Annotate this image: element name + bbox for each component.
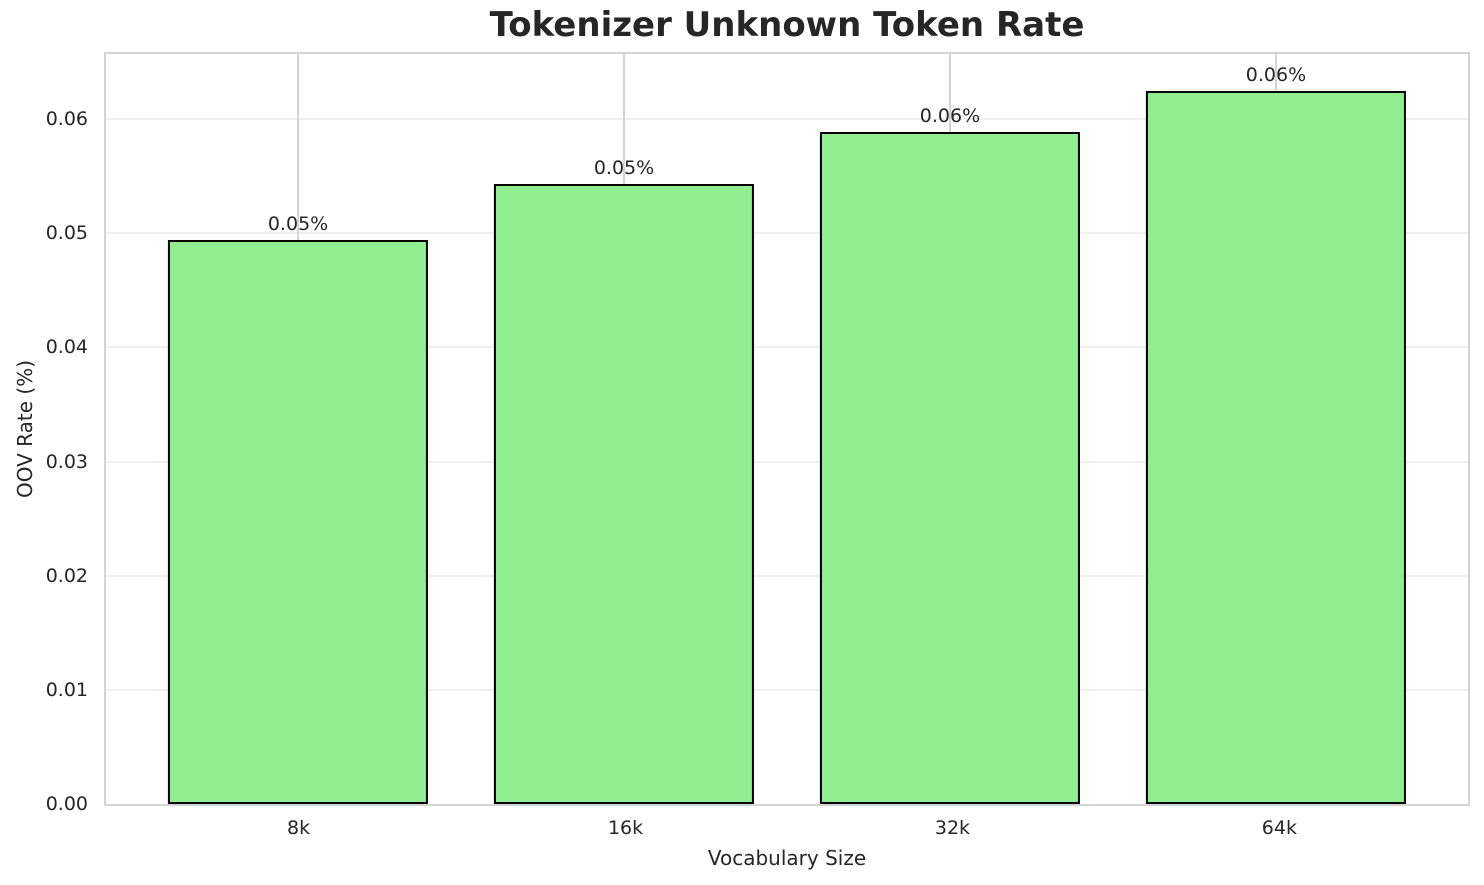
x-axis-label: Vocabulary Size <box>707 846 867 870</box>
y-axis-label: OOV Rate (%) <box>13 360 37 498</box>
bar-value-label: 0.05% <box>267 213 329 236</box>
bar-value-label: 0.05% <box>593 157 655 180</box>
y-tick-label: 0.01 <box>45 678 88 701</box>
y-tick-label: 0.06 <box>45 108 88 131</box>
y-tick-label: 0.04 <box>45 336 88 359</box>
h-gridline <box>106 346 1468 349</box>
bar <box>819 131 1081 804</box>
bar-value-label: 0.06% <box>919 104 981 127</box>
y-tick-label: 0.02 <box>45 564 88 587</box>
x-tick-label: 8k <box>287 817 311 839</box>
y-tick-label: 0.00 <box>45 793 88 815</box>
y-tick-label: 0.03 <box>45 450 88 473</box>
x-tick-label: 64k <box>1261 817 1297 839</box>
x-tick-label: 32k <box>934 817 971 839</box>
bar <box>493 184 755 804</box>
h-gridline <box>106 688 1468 691</box>
bar-value-label: 0.06% <box>1245 63 1307 86</box>
x-tick-label: 16k <box>607 817 644 839</box>
h-gridline <box>106 232 1468 235</box>
bar <box>167 240 429 804</box>
bar <box>1145 90 1407 804</box>
y-tick-label: 0.05 <box>45 222 88 245</box>
h-gridline <box>106 118 1468 121</box>
h-gridline <box>106 574 1468 577</box>
h-gridline <box>106 460 1468 463</box>
chart-title: Tokenizer Unknown Token Rate <box>489 5 1085 45</box>
plot-area: 0.05% 0.05% 0.06% 0.06% <box>104 52 1470 806</box>
